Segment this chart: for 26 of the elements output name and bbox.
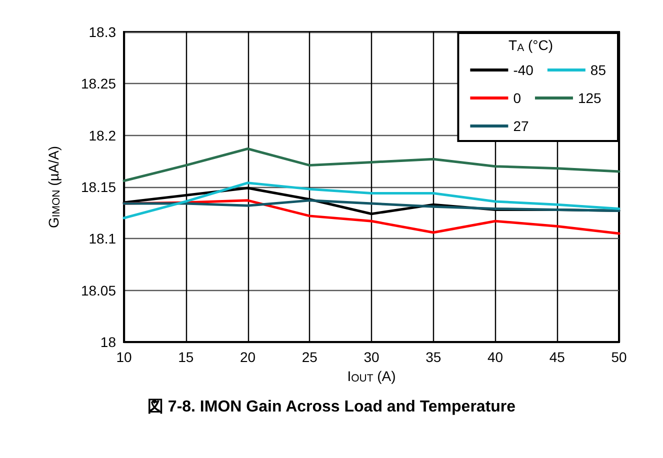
y-tick-label: 18.15 [80,179,116,195]
x-tick-label: 50 [611,349,627,365]
x-tick-label: 10 [116,349,132,365]
x-tick-label: 30 [364,349,380,365]
line-series [122,199,620,212]
y-tick-label: 18 [100,334,116,350]
y-tick-label: 18.1 [88,230,116,247]
legend-label: 27 [513,118,529,134]
y-tick-label: 18.2 [88,127,116,144]
line-series [122,148,620,182]
y-axis-title: GIMON (µA/A) [46,146,62,228]
x-tick-label: 25 [302,349,318,365]
legend-label: -40 [513,62,534,78]
x-tick-label: 15 [178,349,194,365]
line-series [122,182,620,220]
legend-label: 125 [578,90,602,106]
x-tick-label: 40 [487,349,504,365]
x-tick-label: 35 [426,349,442,365]
legend-label: 85 [590,62,606,78]
legend-label: 0 [513,90,522,106]
y-tick-label: 18.25 [80,76,116,92]
text: 図 7-8. IMON Gain Across Load and Temperature [147,398,516,416]
y-tick-label: 18.05 [80,282,116,298]
x-tick-label: 45 [549,349,566,365]
x-tick-label: 20 [240,349,256,365]
y-tick-label: 18.3 [88,24,116,40]
